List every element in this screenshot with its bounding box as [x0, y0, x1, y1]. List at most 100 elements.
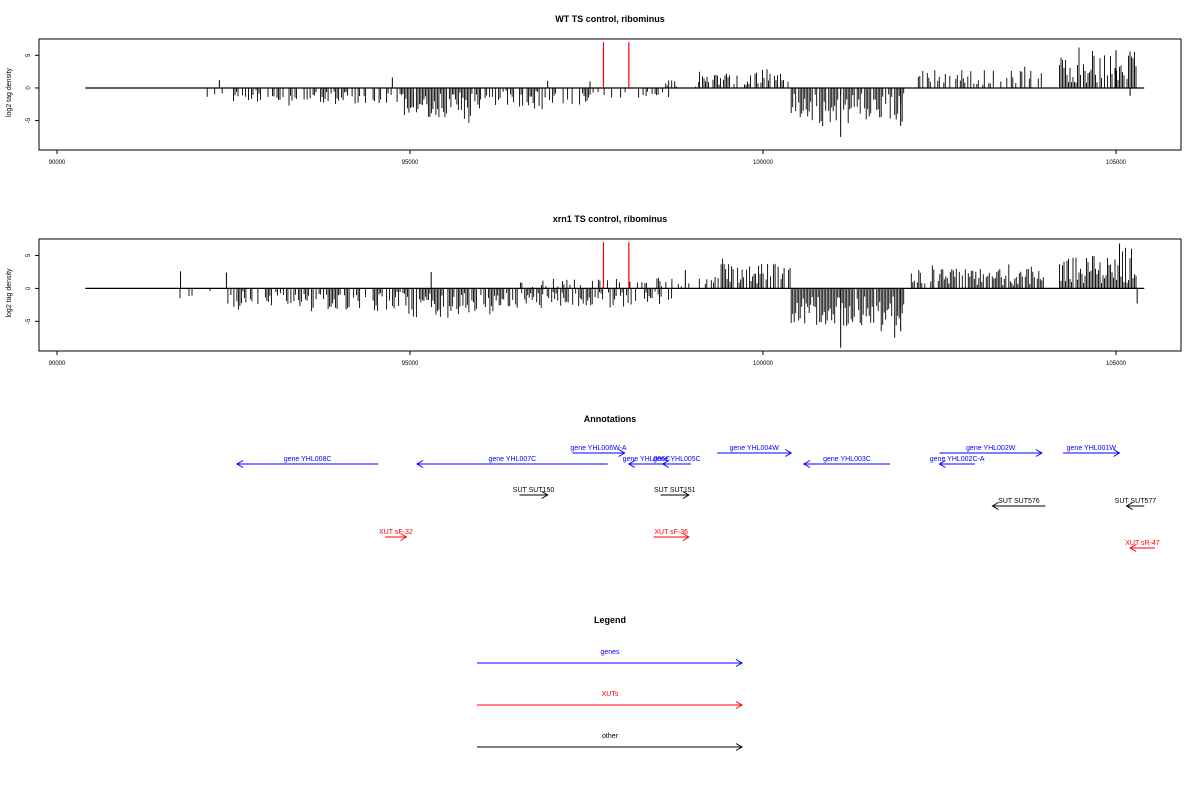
legend-item-gene: genes [477, 649, 743, 667]
feature-label: gene YHL006W-A [570, 445, 626, 452]
feature-arrow [1125, 502, 1145, 510]
x-tick-label: 95000 [402, 361, 419, 367]
feature-label: XUT sF-32 [379, 529, 413, 536]
legend-arrow [477, 659, 743, 667]
feature-xut-sf-36: XUT sF-36 [653, 529, 690, 541]
feature-label: SUT SUT576 [998, 498, 1040, 505]
feature-label: gene YHL003C [823, 456, 871, 463]
chart-title: xrn1 TS control, ribominus [553, 214, 668, 224]
arrow-head [541, 491, 549, 499]
x-tick-label: 90000 [49, 160, 66, 166]
feature-arrow [938, 460, 975, 468]
arrow-head [627, 460, 636, 468]
plot-frame [38, 38, 1182, 151]
feature-gene-yhl002c-a: gene YHL002C-A [930, 456, 985, 468]
y-tick-label: 5 [26, 53, 32, 57]
arrow-head [661, 460, 669, 468]
x-tick-label: 95000 [402, 160, 419, 166]
feature-label: gene YHL002W [966, 445, 1016, 452]
chart-title: WT TS control, ribominus [555, 14, 665, 24]
arrow-head [735, 743, 743, 751]
feature-sut-sut577: SUT SUT577 [1115, 498, 1157, 510]
y-axis-label: log2 tag density [6, 268, 13, 318]
x-tick-label: 100000 [753, 160, 774, 166]
x-tick-label: 100000 [753, 361, 774, 367]
feature-label: SUT SUT150 [513, 487, 555, 494]
arrow-head [682, 533, 690, 541]
arrow-head [1125, 502, 1133, 510]
feature-gene-yhl006c: gene YHL006C [623, 456, 671, 468]
arrow-head [1035, 449, 1043, 457]
arrow-head [938, 460, 946, 468]
arrow-head [1129, 544, 1137, 552]
arrow-head [991, 502, 999, 510]
legend-label: other [602, 733, 619, 740]
coverage-panel-1: WT TS control, ribominus log2 tag density… [6, 14, 1182, 166]
feature-label: gene YHL006C [623, 456, 671, 463]
feature-label: gene YHL005C [653, 456, 701, 463]
feature-label: XUT sR-47 [1125, 540, 1160, 547]
feature-arrow [661, 460, 691, 468]
arrow-head [784, 449, 793, 457]
legend-item-xut: XUTs [477, 691, 743, 709]
coverage-panel-2: xrn1 TS control, ribominus log2 tag densi… [6, 214, 1182, 367]
feature-sut-sut150: SUT SUT150 [513, 487, 555, 499]
feature-label: gene YHL004W [730, 445, 780, 452]
x-tick-label: 90000 [49, 361, 66, 367]
feature-arrow [519, 491, 549, 499]
feature-arrow [939, 449, 1043, 457]
feature-gene-yhl005c: gene YHL005C [653, 456, 701, 468]
arrow-head [682, 491, 690, 499]
x-tick-label: 105000 [1106, 361, 1127, 367]
y-tick-label: 0 [26, 86, 32, 90]
y-tick-label: -5 [26, 318, 32, 324]
y-tick-label: 5 [26, 253, 32, 257]
arrow-head [735, 701, 743, 709]
feature-label: gene YHL001W [1067, 445, 1117, 452]
feature-arrow [416, 460, 608, 468]
legend-arrow [477, 701, 743, 709]
y-tick-label: -5 [26, 117, 32, 123]
arrow-head [236, 460, 244, 468]
feature-label: gene YHL008C [284, 456, 332, 463]
feature-arrow [572, 449, 626, 457]
feature-label: gene YHL002C-A [930, 456, 985, 463]
feature-arrow [653, 533, 690, 541]
legend-item-other: other [477, 733, 743, 751]
legend-label: XUTs [602, 691, 619, 698]
annotations-track: Annotations gene YHL008C gene YHL007C gene … [236, 414, 1160, 552]
y-axis-label: log2 tag density [6, 67, 13, 117]
coverage-bars [179, 243, 1138, 348]
arrow-head [416, 460, 424, 468]
feature-label: gene YHL007C [488, 456, 536, 463]
y-tick-label: 0 [26, 286, 32, 290]
legend-label: genes [600, 649, 620, 656]
feature-gene-yhl001w: gene YHL001W [1063, 445, 1121, 457]
legend: Legend genes XUTs other [477, 615, 743, 751]
feature-arrow [802, 460, 891, 468]
feature-gene-yhl008c: gene YHL008C [236, 456, 379, 468]
feature-arrow [627, 460, 665, 468]
feature-gene-yhl004w: gene YHL004W [717, 445, 793, 457]
feature-arrow [236, 460, 379, 468]
arrow-head [735, 659, 743, 667]
feature-sut-sut151: SUT SUT151 [654, 487, 696, 499]
feature-gene-yhl007c: gene YHL007C [416, 456, 608, 468]
x-tick-label: 105000 [1106, 160, 1127, 166]
arrow-head [802, 460, 811, 468]
legend-title: Legend [594, 615, 626, 625]
arrow-head [1113, 449, 1121, 457]
arrow-head [618, 449, 626, 457]
coverage-bars [206, 47, 1137, 137]
feature-arrow [385, 533, 408, 541]
feature-label: SUT SUT577 [1115, 498, 1157, 505]
arrow-head [400, 533, 408, 541]
feature-gene-yhl002w: gene YHL002W [939, 445, 1043, 457]
feature-label: XUT sF-36 [654, 529, 688, 536]
feature-label: SUT SUT151 [654, 487, 696, 494]
legend-arrow [477, 743, 743, 751]
feature-arrow [660, 491, 690, 499]
feature-gene-yhl006w-a: gene YHL006W-A [570, 445, 627, 457]
